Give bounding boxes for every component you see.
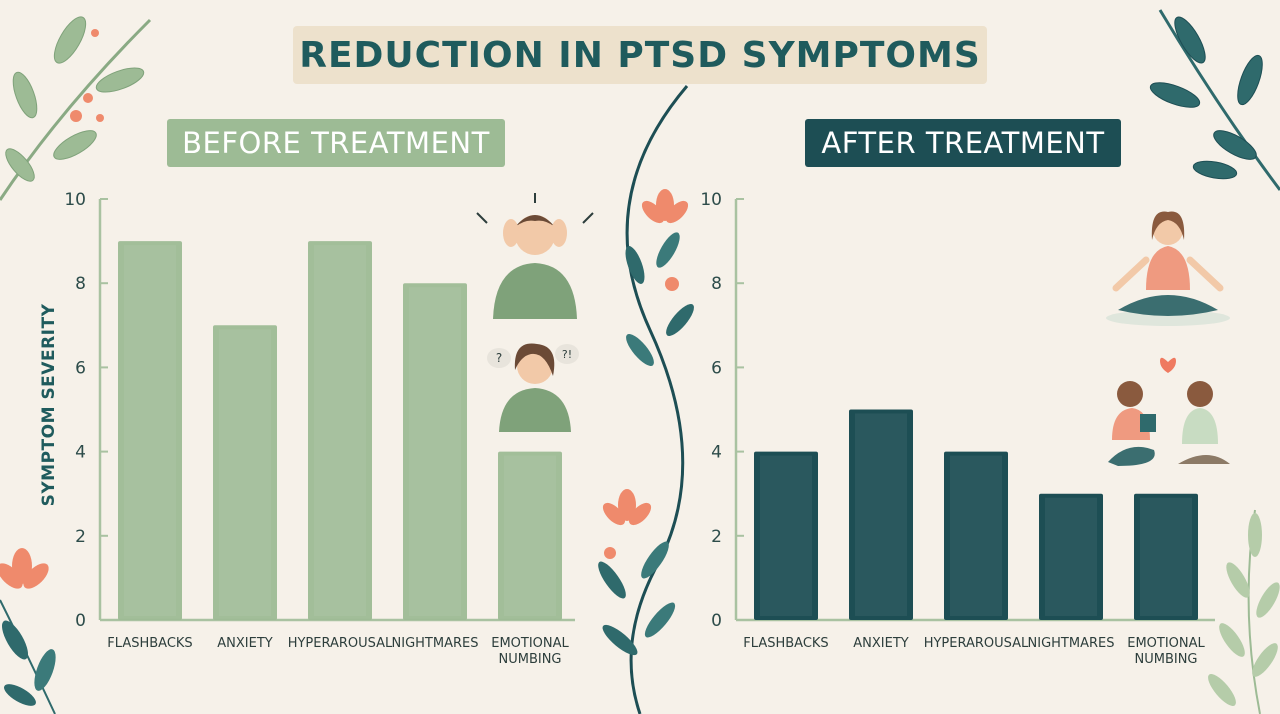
y-axis-title: SYMPTOM SEVERITY bbox=[39, 303, 59, 506]
after-bar-1 bbox=[849, 409, 913, 620]
after-bar-2 bbox=[944, 451, 1008, 620]
after-category-label: NIGHTMARES bbox=[1028, 636, 1115, 651]
after-bar-3 bbox=[1039, 493, 1103, 620]
meditating-woman-icon bbox=[1106, 211, 1230, 326]
before-category-label: HYPERAROUSAL bbox=[288, 636, 393, 651]
before-bar-0 bbox=[118, 241, 182, 620]
confused-woman-icon: ? ?! bbox=[487, 343, 579, 432]
before-category-label: FLASHBACKS bbox=[107, 636, 192, 651]
after-chart: 0 2 4 6 8 10 FLASHBACKS ANXIETY HYPERAROUSAL NIGH… bbox=[700, 190, 1215, 667]
after-category-label: NUMBING bbox=[1134, 652, 1197, 667]
after-bar-4 bbox=[1134, 493, 1198, 620]
before-category-label: NUMBING bbox=[498, 652, 561, 667]
after-y-tick-label: 2 bbox=[711, 527, 722, 547]
before-bar-4 bbox=[498, 451, 562, 620]
after-bar-texture-2 bbox=[950, 455, 1002, 616]
after-panel-title: AFTER TREATMENT bbox=[805, 119, 1121, 167]
before-bar-texture-1 bbox=[219, 329, 271, 616]
after-y-tick-label: 0 bbox=[711, 611, 722, 631]
heart-icon bbox=[1160, 357, 1176, 373]
svg-text:?!: ?! bbox=[562, 348, 572, 361]
after-category-label: ANXIETY bbox=[853, 636, 909, 651]
after-y-tick-label: 4 bbox=[711, 443, 722, 463]
before-bar-texture-2 bbox=[314, 245, 366, 616]
before-bar-texture-3 bbox=[409, 287, 461, 616]
after-bar-texture-0 bbox=[760, 455, 812, 616]
happy-couple-icon bbox=[1108, 357, 1230, 466]
svg-text:?: ? bbox=[496, 351, 502, 365]
before-bar-2 bbox=[308, 241, 372, 620]
after-category-label: HYPERAROUSAL bbox=[924, 636, 1029, 651]
before-panel-title: BEFORE TREATMENT bbox=[167, 119, 505, 167]
after-y-tick-label: 8 bbox=[711, 274, 722, 294]
before-y-tick-label: 2 bbox=[75, 527, 86, 547]
after-bar-0 bbox=[754, 451, 818, 620]
before-y-tick-label: 0 bbox=[75, 611, 86, 631]
after-bar-texture-1 bbox=[855, 413, 907, 616]
before-chart: 0 2 4 6 8 10 FLASHBACKS ANXIETY HYPERAROUSAL NIGH… bbox=[64, 190, 575, 667]
distressed-man-icon bbox=[476, 193, 594, 319]
before-y-tick-label: 4 bbox=[75, 443, 86, 463]
after-bar-texture-4 bbox=[1140, 497, 1192, 616]
after-y-tick-label: 6 bbox=[711, 358, 722, 378]
after-category-label: EMOTIONAL bbox=[1127, 636, 1205, 651]
after-category-label: FLASHBACKS bbox=[743, 636, 828, 651]
before-category-label: ANXIETY bbox=[217, 636, 273, 651]
before-y-tick-label: 8 bbox=[75, 274, 86, 294]
after-bar-texture-3 bbox=[1045, 497, 1097, 616]
before-category-label: NIGHTMARES bbox=[392, 636, 479, 651]
before-bar-texture-0 bbox=[124, 245, 176, 616]
after-y-tick-label: 10 bbox=[700, 190, 722, 210]
chart-main-title: REDUCTION IN PTSD SYMPTOMS bbox=[293, 26, 987, 84]
before-y-tick-label: 6 bbox=[75, 358, 86, 378]
before-bar-3 bbox=[403, 283, 467, 620]
before-y-tick-label: 10 bbox=[64, 190, 86, 210]
before-bar-texture-4 bbox=[504, 455, 556, 616]
before-category-label: EMOTIONAL bbox=[491, 636, 569, 651]
before-bar-1 bbox=[213, 325, 277, 620]
